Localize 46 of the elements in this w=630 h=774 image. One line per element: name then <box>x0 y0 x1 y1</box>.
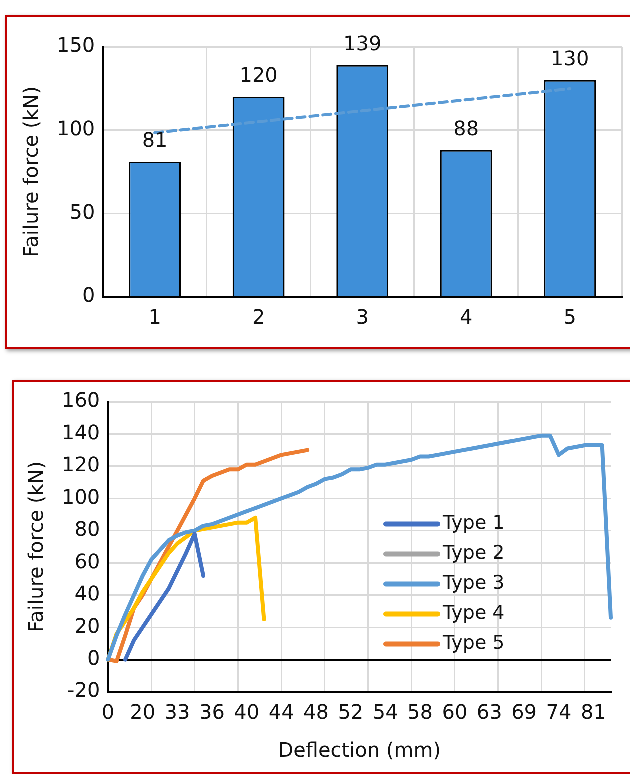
x-tick-label: 52 <box>338 700 364 724</box>
x-tick-label: 48 <box>304 700 329 724</box>
y-tick-label: 40 <box>74 582 100 606</box>
x-tick-label: 4 <box>460 305 473 330</box>
y-axis-title: Failure force (kN) <box>24 461 48 633</box>
x-tick-label: 36 <box>199 700 225 724</box>
y-tick-label: 50 <box>70 200 96 224</box>
legend-label: Type 5 <box>442 632 505 654</box>
legend-label: Type 4 <box>442 602 505 624</box>
x-tick-label: 3 <box>356 305 369 330</box>
y-tick-label: 100 <box>56 116 96 141</box>
legend-label: Type 2 <box>442 542 505 564</box>
y-tick-label: 20 <box>74 614 100 638</box>
legend-label: Type 1 <box>442 512 505 534</box>
x-tick-label: 44 <box>268 700 294 724</box>
y-tick-label: 150 <box>56 33 96 58</box>
x-tick-label: 40 <box>234 700 260 724</box>
x-tick-label: 74 <box>546 700 572 724</box>
x-tick-label: 54 <box>372 700 398 724</box>
data-label: 81 <box>142 128 168 152</box>
legend-label: Type 3 <box>442 572 505 594</box>
x-tick-label: 63 <box>476 700 502 724</box>
y-tick-label: 100 <box>62 484 100 509</box>
x-tick-label: 5 <box>564 305 576 330</box>
x-tick-label: 60 <box>442 700 468 724</box>
x-axis-title: Deflection (mm) <box>278 738 442 762</box>
x-tick-label: 33 <box>164 700 190 724</box>
x-tick-label: 81 <box>580 700 606 724</box>
x-tick-label: 69 <box>512 700 538 724</box>
y-tick-label: 160 <box>62 388 100 412</box>
y-tick-label: 0 <box>82 283 96 308</box>
x-tick-label: 20 <box>130 700 156 724</box>
y-tick-label: 0 <box>87 646 100 670</box>
data-label: 88 <box>454 116 480 141</box>
y-axis-title: Failure force (kN) <box>19 86 44 258</box>
y-tick-label: 80 <box>74 517 100 542</box>
data-label: 139 <box>343 32 382 56</box>
data-label: 120 <box>240 63 278 88</box>
y-tick-label: 60 <box>74 549 100 574</box>
y-tick-label: 120 <box>62 452 100 477</box>
x-tick-label: 1 <box>148 305 162 330</box>
x-tick-label: 2 <box>252 305 266 330</box>
x-tick-label: 58 <box>408 700 433 724</box>
y-tick-label: -20 <box>68 678 100 702</box>
data-label: 130 <box>551 46 590 71</box>
y-tick-label: 140 <box>62 420 100 444</box>
